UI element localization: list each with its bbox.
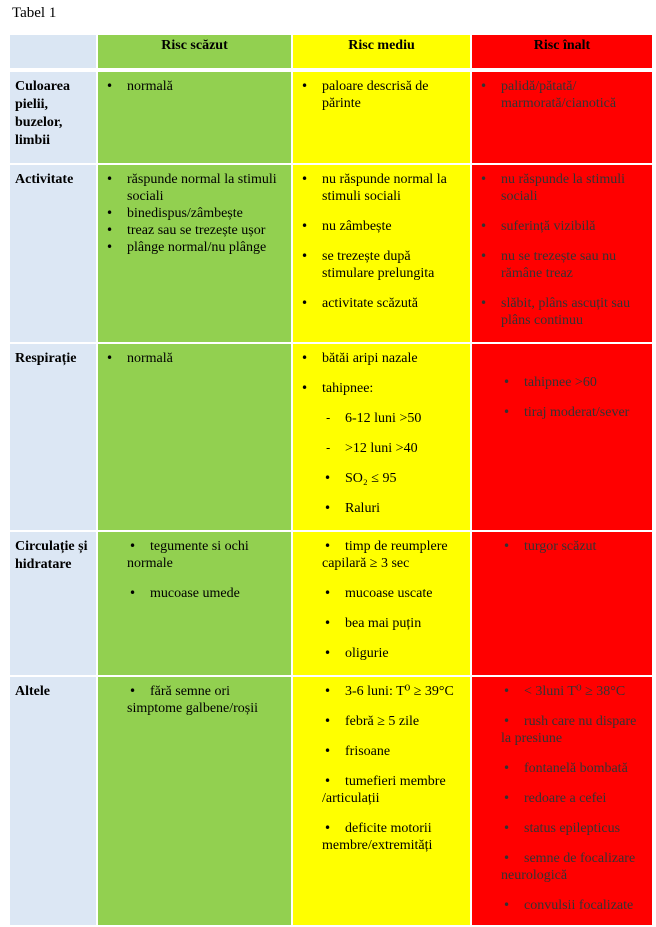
list-item: suferință vizibilă — [472, 218, 646, 235]
list-item: tahipnee >60 — [472, 374, 646, 391]
list-item: se trezește după stimulare prelungita — [293, 248, 464, 282]
mid-risk-cell: bătăi aripi nazale tahipnee: 6-12 luni >… — [291, 342, 472, 532]
list-item: activitate scăzută — [293, 295, 464, 312]
list-item: deficite motorii membre/extremități — [293, 820, 464, 854]
list-item: palidă/pătată/ marmorată/cianotică — [472, 78, 646, 112]
high-risk-cell: turgor scăzut — [470, 530, 654, 677]
list-item: normală — [98, 350, 285, 367]
list-item: tegumente si ochi normale — [98, 538, 285, 572]
low-risk-cell: normală — [96, 69, 293, 165]
risk-table: Risc scăzut Risc mediu Risc înalt Culoar… — [8, 33, 654, 927]
list-item: Raluri — [293, 500, 464, 517]
list-item: oligurie — [293, 645, 464, 662]
list-item: mucoase uscate — [293, 585, 464, 602]
list-item: fontanelă bombată — [472, 760, 646, 777]
list-item: plânge normal/nu plânge — [98, 239, 285, 256]
row-label: Activitate — [8, 163, 98, 344]
list-item: bătăi aripi nazale — [293, 350, 464, 367]
low-risk-cell: tegumente si ochi normale mucoase umede — [96, 530, 293, 677]
list-item: < 3luni T⁰ ≥ 38°C — [472, 683, 646, 700]
list-item: redoare a cefei — [472, 790, 646, 807]
list-item: semne de focalizare neurologică — [472, 850, 646, 884]
low-risk-cell: răspunde normal la stimuli sociali bined… — [96, 163, 293, 344]
list-item: 6-12 luni >50 — [293, 410, 464, 427]
row-label: Altele — [8, 675, 98, 927]
list-item: febră ≥ 5 zile — [293, 713, 464, 730]
list-item: >12 luni >40 — [293, 440, 464, 457]
mid-risk-cell: timp de reumplere capilară ≥ 3 sec mucoa… — [291, 530, 472, 677]
list-item: fără semne ori simptome galbene/roșii — [98, 683, 285, 717]
high-risk-cell: tahipnee >60 tiraj moderat/sever — [470, 342, 654, 532]
list-item: treaz sau se trezește ușor — [98, 222, 285, 239]
row-label: Respirație — [8, 342, 98, 532]
list-item: timp de reumplere capilară ≥ 3 sec — [293, 538, 464, 572]
high-risk-cell: < 3luni T⁰ ≥ 38°C rush care nu dispare l… — [470, 675, 654, 927]
list-item: tahipnee: — [293, 380, 464, 397]
header-mid-risk: Risc mediu — [291, 33, 472, 72]
row-label: Circulație și hidratare — [8, 530, 98, 677]
table-caption: Tabel 1 — [12, 5, 57, 21]
list-item: paloare descrisă de părinte — [293, 78, 464, 112]
list-item: nu se trezește sau nu rămâne treaz — [472, 248, 646, 282]
list-item: turgor scăzut — [472, 538, 646, 555]
list-item: răspunde normal la stimuli sociali — [98, 171, 285, 205]
list-item: nu zâmbește — [293, 218, 464, 235]
table-row: Respirație normală bătăi aripi nazale ta… — [8, 342, 654, 532]
list-item: binedispus/zâmbește — [98, 205, 285, 222]
list-item: slăbit, plâns ascuțit sau plâns continuu — [472, 295, 646, 329]
list-item: SO₂ ≤ 95 — [293, 470, 464, 487]
list-item: nu răspunde la stimuli sociali — [472, 171, 646, 205]
table-row: Altele fără semne ori simptome galbene/r… — [8, 675, 654, 927]
table-row: Culoarea pielii, buzelor, limbii normală… — [8, 69, 654, 165]
header-high-risk: Risc înalt — [470, 33, 654, 72]
list-item: convulsii focalizate — [472, 897, 646, 914]
high-risk-cell: palidă/pătată/ marmorată/cianotică — [470, 69, 654, 165]
low-risk-cell: fără semne ori simptome galbene/roșii — [96, 675, 293, 927]
list-item: bea mai puțin — [293, 615, 464, 632]
list-item: tiraj moderat/sever — [472, 404, 646, 421]
row-label: Culoarea pielii, buzelor, limbii — [8, 69, 98, 165]
table-row: Activitate răspunde normal la stimuli so… — [8, 163, 654, 344]
mid-risk-cell: 3-6 luni: T⁰ ≥ 39°C febră ≥ 5 zile friso… — [291, 675, 472, 927]
list-item: status epilepticus — [472, 820, 646, 837]
header-empty-cell — [8, 33, 98, 72]
list-item: normală — [98, 78, 285, 95]
table-row: Circulație și hidratare tegumente si och… — [8, 530, 654, 677]
header-low-risk: Risc scăzut — [96, 33, 293, 72]
mid-risk-cell: paloare descrisă de părinte — [291, 69, 472, 165]
list-item: mucoase umede — [98, 585, 285, 602]
low-risk-cell: normală — [96, 342, 293, 532]
list-item: frisoane — [293, 743, 464, 760]
list-item: tumefieri membre /articulații — [293, 773, 464, 807]
list-item: nu răspunde normal la stimuli sociali — [293, 171, 464, 205]
high-risk-cell: nu răspunde la stimuli sociali suferință… — [470, 163, 654, 344]
mid-risk-cell: nu răspunde normal la stimuli sociali nu… — [291, 163, 472, 344]
list-item: rush care nu dispare la presiune — [472, 713, 646, 747]
header-row: Risc scăzut Risc mediu Risc înalt — [8, 33, 654, 72]
list-item: 3-6 luni: T⁰ ≥ 39°C — [293, 683, 464, 700]
